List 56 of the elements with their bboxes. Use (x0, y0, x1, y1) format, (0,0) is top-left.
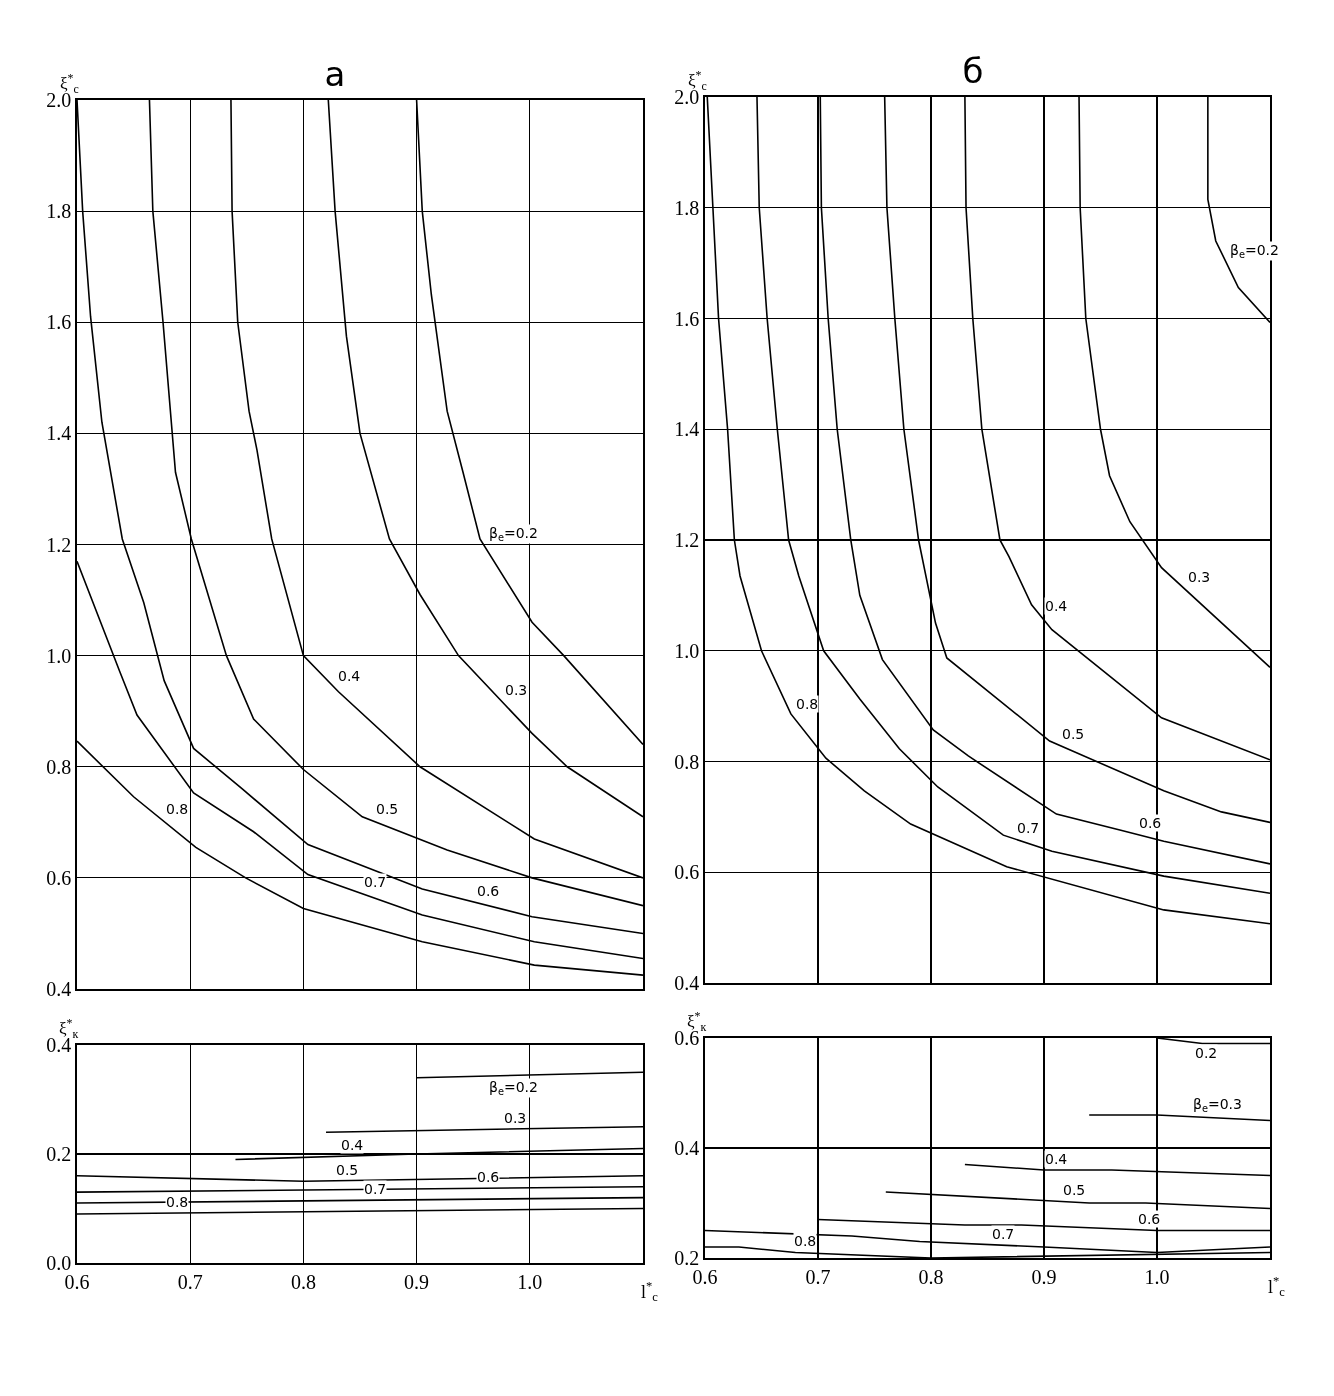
y-tick-label: 0.8 (46, 755, 72, 778)
series-label: 0.7 (1017, 820, 1040, 836)
series-label: 0.6 (477, 1169, 500, 1185)
series-label: 0.5 (1063, 1182, 1086, 1198)
series-label: 0.8 (796, 696, 819, 712)
series-label: 0.5 (376, 801, 399, 817)
series-label: 0.5 (1062, 726, 1085, 742)
x-tick-label: 0.8 (918, 1265, 944, 1288)
y-tick-label: 1.8 (46, 200, 72, 223)
x-tick-label: 0.9 (404, 1270, 430, 1293)
y-tick-label: 1.0 (46, 644, 72, 667)
x-tick-label: 0.7 (805, 1265, 831, 1288)
x-tick-label: 0.8 (290, 1270, 316, 1293)
chart-title: а (324, 53, 346, 94)
series-label: 0.5 (336, 1162, 359, 1178)
series-label: 0.2 (1195, 1045, 1218, 1061)
y-tick-label: 1.2 (674, 529, 700, 551)
y-tick-label: 0.4 (46, 978, 72, 1000)
series-label: 0.7 (364, 874, 387, 890)
series-label: β$_{e}$=0.3 (1193, 1096, 1242, 1114)
series-label: β$_{e}$=0.2 (1230, 242, 1279, 260)
x-tick-label: 1.0 (1144, 1265, 1170, 1288)
y-tick-label: 1.0 (674, 639, 700, 662)
x-tick-label: 1.0 (517, 1270, 543, 1293)
series-label: 0.4 (1045, 598, 1068, 614)
x-tick-label: 0.9 (1031, 1265, 1057, 1288)
y-tick-label: 0.4 (674, 1137, 700, 1159)
series-label: 0.7 (364, 1181, 387, 1197)
y-tick-label: 0.4 (674, 972, 700, 994)
series-label: 0.3 (505, 682, 528, 698)
y-tick-label: 0.6 (674, 861, 700, 884)
series-label: 0.8 (166, 801, 189, 817)
y-tick-label: 1.6 (46, 311, 72, 334)
y-tick-label: 1.8 (674, 196, 700, 219)
y-tick-label: 0.8 (674, 750, 700, 773)
series-label: 0.6 (477, 883, 500, 899)
series-label: 0.4 (338, 668, 361, 684)
y-tick-label: 1.6 (674, 307, 700, 330)
series-label: 0.4 (341, 1137, 364, 1153)
series-label: 0.6 (1139, 815, 1162, 831)
series-label: β$_{e}$=0.2 (489, 525, 538, 543)
series-label: 0.3 (504, 1110, 527, 1126)
series-label: 0.7 (992, 1226, 1015, 1242)
y-tick-label: 0.2 (46, 1143, 72, 1165)
series-label: 0.8 (166, 1194, 189, 1210)
y-tick-label: 1.4 (46, 422, 72, 445)
chart-title: б (962, 50, 984, 91)
x-tick-label: 0.7 (177, 1270, 203, 1293)
series-label: 0.8 (794, 1233, 817, 1249)
y-tick-label: 1.2 (46, 533, 72, 556)
y-tick-label: 1.4 (674, 418, 700, 441)
series-label: 0.6 (1138, 1211, 1161, 1227)
series-label: 0.4 (1045, 1151, 1068, 1167)
series-label: 0.3 (1188, 569, 1211, 585)
series-label: β$_{e}$=0.2 (489, 1079, 538, 1097)
y-tick-label: 0.6 (46, 866, 72, 889)
